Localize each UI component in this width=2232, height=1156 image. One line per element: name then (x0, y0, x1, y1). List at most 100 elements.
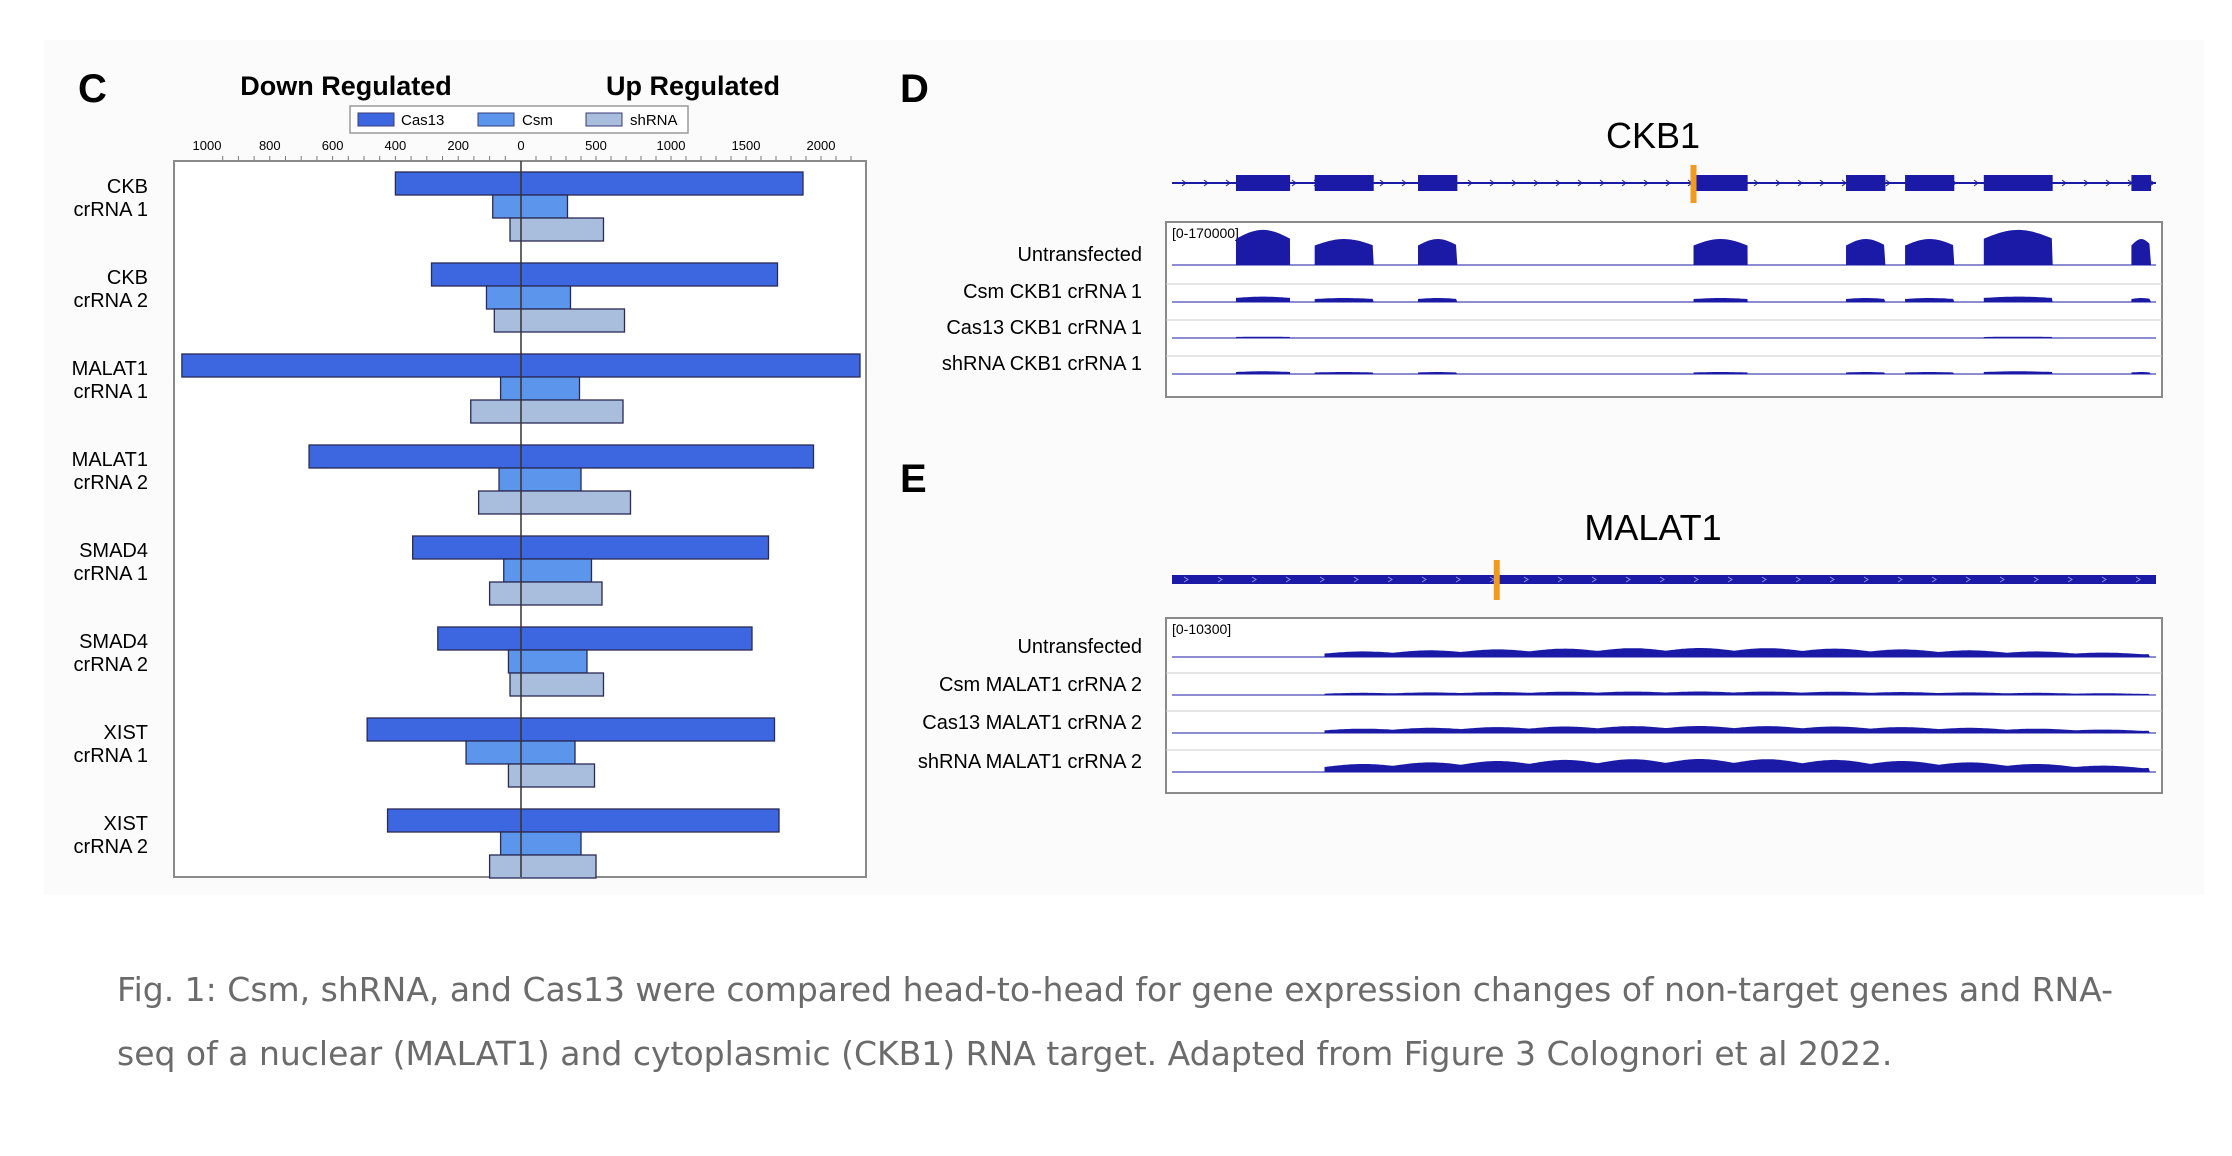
strand-arrow (1965, 576, 1971, 583)
coverage-area (1693, 239, 1748, 265)
coverage-area (2131, 372, 2152, 374)
coverage-area (1418, 372, 1458, 374)
strand-arrow (2135, 576, 2141, 583)
down-axis-tick-label: 200 (447, 138, 469, 153)
category-label-gene: XIST (104, 813, 148, 835)
strand-arrow (1523, 576, 1529, 583)
panel-d-letter: D (900, 67, 929, 111)
strand-arrow (1555, 179, 1561, 187)
bar-cas13 (412, 535, 770, 560)
bar-cas13 (430, 262, 779, 287)
category-label-gene: MALAT1 (72, 358, 148, 380)
strand-arrow (1931, 576, 1937, 583)
coverage-area (1314, 337, 1374, 338)
bar-shrna (509, 672, 605, 697)
strand-arrow (1693, 576, 1699, 583)
bar-cas13 (308, 444, 815, 469)
strand-arrow (1797, 179, 1803, 187)
track-label: Cas13 CKB1 crRNA 1 (946, 317, 1142, 339)
strand-arrow (1353, 576, 1359, 583)
strand-arrow (2101, 576, 2107, 583)
bar-csm (492, 194, 569, 219)
down-regulated-header: Down Regulated (240, 71, 452, 101)
strand-arrow (1621, 179, 1627, 187)
strand-arrow (1285, 576, 1291, 583)
strand-arrow (1251, 576, 1257, 583)
track-label: Untransfected (1017, 636, 1142, 658)
strand-arrow (1897, 576, 1903, 583)
strand-arrow (1885, 179, 1891, 187)
category-label-crrna: crRNA 2 (74, 472, 148, 494)
figure-caption: Fig. 1: Csm, shRNA, and Cas13 were compa… (117, 970, 2114, 1073)
bar-csm (498, 467, 582, 492)
legend-label-shrna: shRNA (630, 112, 678, 129)
panel-e-letter: E (900, 457, 927, 501)
strand-arrow (1841, 179, 1847, 187)
legend-swatch-cas13 (357, 112, 395, 127)
strand-arrow (1591, 576, 1597, 583)
exon-block (1846, 175, 1886, 191)
track-label: Csm CKB1 crRNA 1 (963, 281, 1142, 303)
up-axis-tick-label: 1500 (732, 138, 761, 153)
bar-csm (503, 558, 593, 583)
up-axis-tick-label: 1000 (657, 138, 686, 153)
track-label: Untransfected (1017, 244, 1142, 266)
coverage-area (1905, 239, 1955, 265)
strand-arrow (1829, 576, 1835, 583)
strand-arrow (1795, 576, 1801, 583)
up-regulated-header: Up Regulated (606, 71, 780, 101)
coverage-area (1846, 372, 1886, 374)
strand-arrow (2067, 576, 2073, 583)
bar-shrna (507, 763, 596, 788)
strand-arrow (1455, 576, 1461, 583)
coverage-area (1324, 726, 2150, 733)
coverage-area (1983, 296, 2053, 302)
malat1-track-labels: Untransfected Csm MALAT1 crRNA 2 Cas13 MAL… (918, 636, 1142, 773)
bars (181, 171, 861, 879)
down-axis-tick-label: 400 (385, 138, 407, 153)
strand-arrow (1183, 576, 1189, 583)
strand-arrow (1973, 179, 1979, 187)
strand-arrow (1387, 576, 1393, 583)
malat1-gene-title: MALAT1 (1584, 507, 1721, 548)
coverage-area (1905, 372, 1955, 374)
bar-shrna (509, 217, 605, 242)
strand-arrow (1421, 576, 1427, 583)
bar-csm (485, 285, 572, 310)
category-label-crrna: crRNA 1 (74, 745, 148, 767)
coverage-area (1314, 298, 1374, 302)
bar-csm (499, 831, 582, 856)
exon-block (1235, 175, 1291, 191)
category-label-gene: SMAD4 (79, 540, 148, 562)
bar-csm (499, 376, 581, 401)
bar-shrna (488, 854, 597, 879)
category-label-crrna: crRNA 2 (74, 290, 148, 312)
legend-swatch-csm (477, 112, 515, 127)
coverage-area (1324, 648, 2150, 657)
coverage-area (1314, 372, 1374, 374)
bar-shrna (477, 490, 632, 515)
panel-e-malat1-tracks: E MALAT1 [0-10300] Untransfected Csm MALA… (900, 457, 2163, 794)
coverage-area (1983, 229, 2053, 265)
malat1-coverage-tracks (1166, 648, 2162, 773)
strand-arrow (1659, 576, 1665, 583)
bar-shrna (488, 581, 603, 606)
category-label-crrna: crRNA 1 (74, 563, 148, 585)
strand-arrow (1753, 179, 1759, 187)
strand-arrow (2105, 179, 2111, 187)
up-axis-tick-label: 0 (517, 138, 524, 153)
coverage-area (1235, 229, 1291, 265)
ckb1-coverage-tracks (1166, 229, 2162, 375)
strand-arrow (1863, 576, 1869, 583)
strand-arrow (1511, 179, 1517, 187)
coverage-area (1324, 691, 2150, 695)
coverage-area (1693, 298, 1748, 302)
legend-label-cas13: Cas13 (401, 112, 444, 129)
strand-arrow (1217, 576, 1223, 583)
bar-cas13 (437, 626, 753, 651)
strand-arrow (1599, 179, 1605, 187)
strand-arrow (2149, 179, 2155, 187)
strand-arrow (1577, 179, 1583, 187)
up-axis-tick-label: 500 (585, 138, 607, 153)
